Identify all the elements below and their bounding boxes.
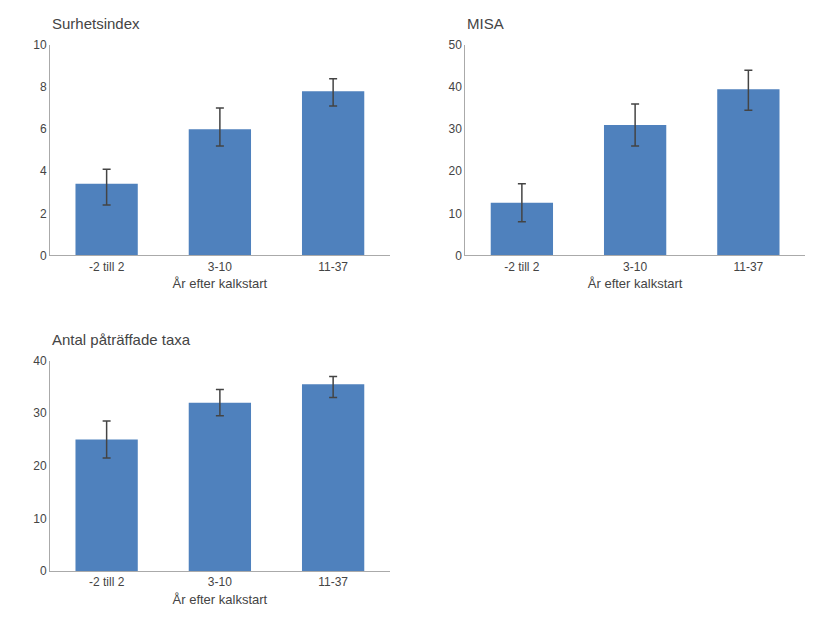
svg-text:0: 0 [40, 564, 47, 578]
svg-text:20: 20 [448, 164, 462, 178]
svg-text:MISA: MISA [467, 15, 504, 32]
svg-text:30: 30 [448, 122, 462, 136]
svg-text:-2 till 2: -2 till 2 [89, 260, 125, 274]
svg-text:3-10: 3-10 [623, 260, 647, 274]
svg-text:3-10: 3-10 [208, 575, 232, 589]
svg-text:20: 20 [33, 459, 47, 473]
svg-text:År efter kalkstart: År efter kalkstart [173, 276, 268, 291]
svg-text:Antal påträffade taxa: Antal påträffade taxa [52, 331, 191, 348]
svg-text:40: 40 [33, 354, 47, 368]
svg-text:4: 4 [40, 164, 47, 178]
svg-text:8: 8 [40, 80, 47, 94]
svg-text:År efter kalkstart: År efter kalkstart [588, 276, 683, 291]
svg-text:50: 50 [448, 38, 462, 52]
svg-text:10: 10 [33, 38, 47, 52]
svg-text:År efter kalkstart: År efter kalkstart [173, 592, 268, 607]
svg-text:-2 till 2: -2 till 2 [89, 575, 125, 589]
svg-text:11-37: 11-37 [318, 260, 348, 274]
svg-text:11-37: 11-37 [733, 260, 763, 274]
svg-text:10: 10 [33, 512, 47, 526]
svg-text:-2 till 2: -2 till 2 [504, 260, 540, 274]
svg-text:0: 0 [40, 249, 47, 263]
svg-text:40: 40 [448, 80, 462, 94]
svg-text:2: 2 [40, 207, 47, 221]
svg-text:Surhetsindex: Surhetsindex [52, 15, 140, 32]
svg-text:3-10: 3-10 [208, 260, 232, 274]
svg-text:0: 0 [455, 249, 462, 263]
svg-text:11-37: 11-37 [318, 575, 348, 589]
svg-text:10: 10 [448, 207, 462, 221]
svg-text:6: 6 [40, 122, 47, 136]
svg-text:30: 30 [33, 406, 47, 420]
